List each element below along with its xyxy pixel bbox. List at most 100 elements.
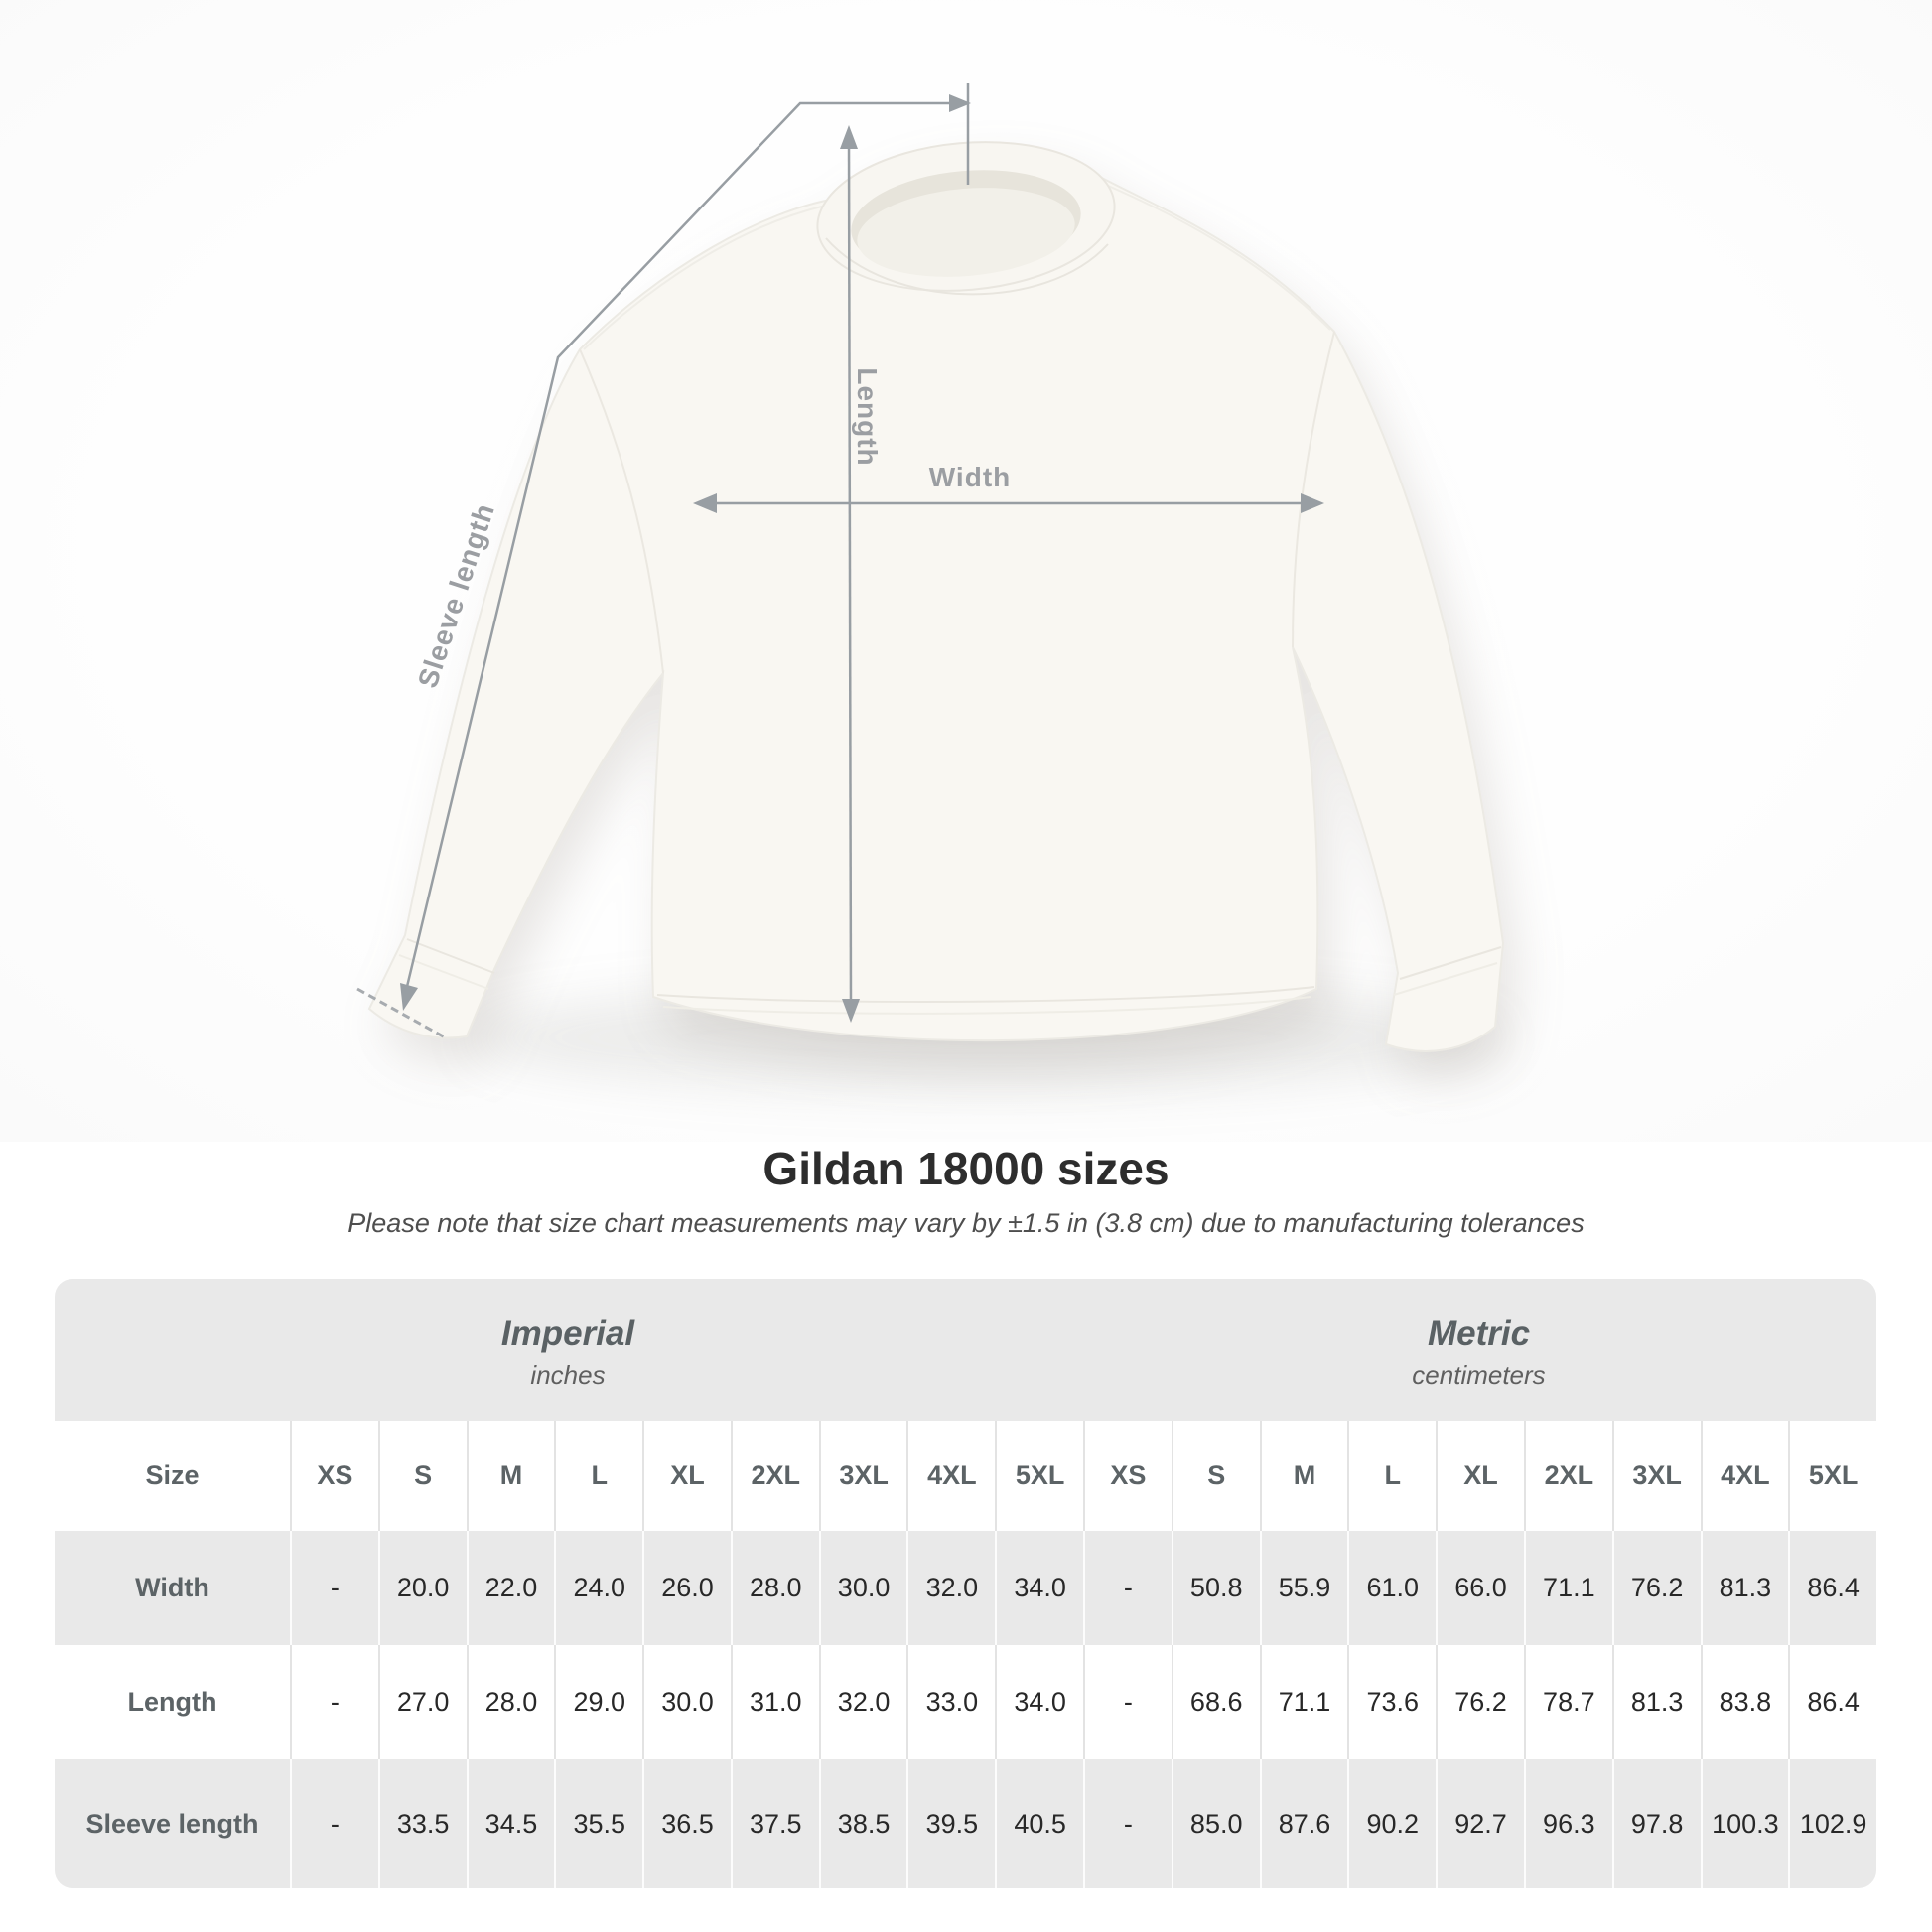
width-metric-value: 76.2	[1611, 1531, 1701, 1645]
size-header-metric-m: M	[1259, 1421, 1348, 1531]
size-header-imperial-xs: XS	[290, 1421, 378, 1531]
width-row: Width - 20.0 22.0 24.0 26.0 28.0 30.0 32…	[55, 1531, 1876, 1645]
sleeve-imperial-value: 35.5	[554, 1759, 642, 1888]
width-metric-value: -	[1083, 1531, 1172, 1645]
sleeve-metric-value: 87.6	[1259, 1759, 1348, 1888]
width-imperial-value: 22.0	[466, 1531, 555, 1645]
sleeve-metric-value: -	[1083, 1759, 1172, 1888]
width-arrow-right	[1301, 493, 1324, 513]
size-header-imperial-m: M	[466, 1421, 555, 1531]
sleeve-metric-value: 97.8	[1611, 1759, 1701, 1888]
sleeve-row-label: Sleeve length	[85, 1808, 259, 1839]
length-metric-value: -	[1083, 1645, 1172, 1759]
width-row-label: Width	[135, 1573, 209, 1602]
length-imperial-value: 34.0	[995, 1645, 1083, 1759]
length-row-label: Length	[127, 1687, 217, 1717]
sweatshirt-body	[367, 161, 1505, 1052]
size-header-metric-xl: XL	[1436, 1421, 1524, 1531]
sleeve-arrow-right	[949, 94, 971, 112]
collar-inner-back	[857, 188, 1075, 277]
size-header-metric-5xl: 5XL	[1788, 1421, 1876, 1531]
hem-band-seam	[656, 986, 1315, 1003]
length-imperial-value: 33.0	[906, 1645, 995, 1759]
length-arrow-down	[842, 999, 860, 1023]
width-imperial-value: -	[290, 1531, 378, 1645]
unit-group-imperial: Imperial inches	[55, 1279, 1081, 1421]
sleeve-length-row: Sleeve length - 33.5 34.5 35.5 36.5 37.5…	[55, 1759, 1876, 1888]
length-imperial-value: 30.0	[642, 1645, 731, 1759]
size-header-metric-3xl: 3XL	[1611, 1421, 1701, 1531]
width-imperial-value: 32.0	[906, 1531, 995, 1645]
length-metric-value: 78.7	[1523, 1645, 1612, 1759]
width-arrow-left	[693, 493, 717, 513]
size-chart-table: Imperial inches Metric centimeters Size …	[55, 1279, 1876, 1888]
width-metric-value: 61.0	[1347, 1531, 1436, 1645]
collar-stitch	[825, 237, 1109, 296]
size-header-imperial-5xl: 5XL	[995, 1421, 1083, 1531]
width-metric-value: 50.8	[1171, 1531, 1260, 1645]
unit-header-row: Imperial inches Metric centimeters	[55, 1279, 1876, 1421]
sleeve-metric-value: 85.0	[1171, 1759, 1260, 1888]
size-header-imperial-xl: XL	[642, 1421, 731, 1531]
size-corner-label: Size	[145, 1460, 200, 1490]
width-imperial-value: 28.0	[730, 1531, 819, 1645]
left-shoulder-seam	[583, 202, 841, 350]
length-arrow-up	[840, 125, 858, 149]
size-header-imperial-2xl: 2XL	[730, 1421, 819, 1531]
width-metric-value: 86.4	[1788, 1531, 1876, 1645]
imperial-subtitle: inches	[530, 1360, 606, 1390]
length-imperial-value: 28.0	[466, 1645, 555, 1759]
sleeve-imperial-value: 39.5	[906, 1759, 995, 1888]
imperial-title: Imperial	[500, 1314, 635, 1353]
sleeve-metric-value: 102.9	[1788, 1759, 1876, 1888]
width-metric-value: 55.9	[1259, 1531, 1348, 1645]
width-imperial-value: 24.0	[554, 1531, 642, 1645]
sleeve-metric-value: 90.2	[1347, 1759, 1436, 1888]
size-header-metric-2xl: 2XL	[1523, 1421, 1612, 1531]
metric-title: Metric	[1427, 1314, 1531, 1353]
sweatshirt-illustration	[367, 141, 1505, 1052]
width-imperial-value: 30.0	[818, 1531, 907, 1645]
sleeve-imperial-value: -	[290, 1759, 378, 1888]
page-title: Gildan 18000 sizes	[762, 1143, 1170, 1194]
width-measure-label: Width	[928, 462, 1012, 492]
length-imperial-value: 32.0	[818, 1645, 907, 1759]
width-imperial-value: 34.0	[995, 1531, 1083, 1645]
size-header-metric-s: S	[1171, 1421, 1260, 1531]
length-imperial-value: 29.0	[554, 1645, 642, 1759]
width-metric-value: 81.3	[1700, 1531, 1789, 1645]
size-header-row: Size XS S M L XL 2XL 3XL 4XL 5XL XS S M …	[55, 1421, 1876, 1531]
right-cuff-stitch	[1393, 962, 1498, 996]
sleeve-imperial-value: 34.5	[466, 1759, 555, 1888]
sleeve-metric-value: 92.7	[1436, 1759, 1524, 1888]
sleeve-metric-value: 100.3	[1700, 1759, 1789, 1888]
length-metric-value: 71.1	[1259, 1645, 1348, 1759]
length-imperial-value: 27.0	[377, 1645, 467, 1759]
size-header-metric-l: L	[1347, 1421, 1436, 1531]
length-metric-value: 68.6	[1171, 1645, 1260, 1759]
sleeve-imperial-value: 33.5	[377, 1759, 467, 1888]
size-header-imperial-3xl: 3XL	[818, 1421, 907, 1531]
sleeve-imperial-value: 36.5	[642, 1759, 731, 1888]
length-metric-value: 76.2	[1436, 1645, 1524, 1759]
right-cuff-seam	[1399, 946, 1502, 980]
size-header-imperial-l: L	[554, 1421, 642, 1531]
length-measure-label: Length	[852, 367, 883, 467]
left-armhole-seam	[579, 348, 664, 674]
measurement-annotations	[356, 83, 1324, 1040]
size-header-imperial-4xl: 4XL	[906, 1421, 995, 1531]
tolerance-note: Please note that size chart measurements…	[347, 1208, 1585, 1238]
length-metric-value: 81.3	[1611, 1645, 1701, 1759]
size-header-metric-xs: XS	[1083, 1421, 1172, 1531]
metric-subtitle: centimeters	[1412, 1360, 1546, 1390]
sleeve-imperial-value: 38.5	[818, 1759, 907, 1888]
product-measurement-diagram: Length Width Sleeve length	[0, 0, 1932, 1142]
sleeve-imperial-value: 37.5	[730, 1759, 819, 1888]
length-imperial-value: -	[290, 1645, 378, 1759]
length-imperial-value: 31.0	[730, 1645, 819, 1759]
length-measure-line	[847, 140, 853, 1008]
sleeve-measure-line	[403, 101, 955, 996]
length-metric-value: 86.4	[1788, 1645, 1876, 1759]
width-imperial-value: 26.0	[642, 1531, 731, 1645]
